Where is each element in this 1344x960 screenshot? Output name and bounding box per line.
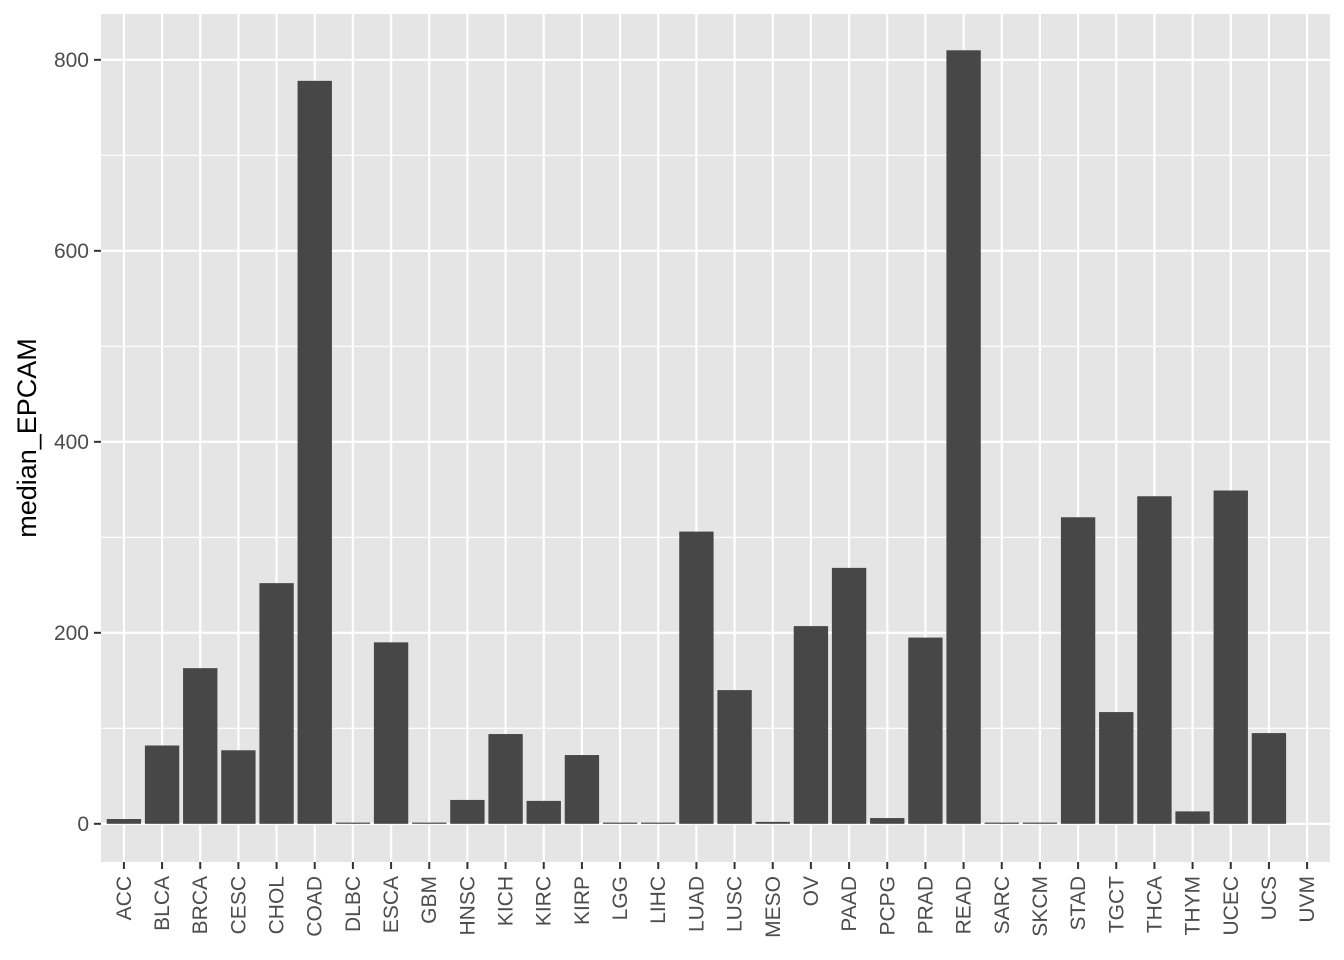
x-tick-label: BRCA	[189, 876, 212, 934]
x-tick-label: LGG	[609, 876, 632, 920]
bar-thca	[1137, 496, 1172, 824]
x-tick-label: CESC	[227, 876, 250, 934]
bar-acc	[106, 819, 142, 824]
bar-kirc	[526, 800, 561, 824]
x-tick-label: UCS	[1258, 876, 1281, 920]
x-tick-label: PAAD	[838, 876, 861, 932]
y-tick-label: 800	[54, 49, 89, 72]
x-tick-label: SARC	[991, 876, 1014, 934]
x-tick-label: SKCM	[1029, 876, 1052, 937]
bar-paad	[831, 567, 867, 824]
bar-ov	[793, 626, 829, 824]
bar-thym	[1175, 811, 1210, 824]
x-axis-ticks: ACC BLCA BRCA CESC CHOL COAD DLBC ESCA GBM HNSC KI…	[113, 862, 1319, 938]
bar-prad	[908, 637, 943, 824]
x-tick-label: BLCA	[151, 876, 174, 931]
bar-luad	[679, 531, 714, 824]
x-tick-label: HNSC	[456, 876, 479, 936]
bar-skcm	[1022, 822, 1058, 824]
bar-chol	[259, 583, 294, 824]
bar-pcpg	[870, 818, 905, 824]
x-tick-label: KIRC	[533, 876, 556, 926]
x-tick-label: OV	[800, 876, 823, 906]
y-tick-label: 600	[54, 240, 89, 263]
bar-meso	[755, 821, 790, 824]
x-tick-label: COAD	[304, 876, 327, 937]
x-tick-label: MESO	[762, 876, 785, 938]
x-tick-label: PRAD	[914, 876, 937, 934]
x-tick-label: LUAD	[685, 876, 708, 932]
bar-coad	[297, 80, 332, 824]
bar-blca	[144, 745, 180, 824]
x-tick-label: LUSC	[724, 876, 747, 932]
bar-esca	[373, 642, 409, 824]
bar-brca	[183, 668, 218, 824]
x-tick-label: PCPG	[876, 876, 899, 936]
bar-ucs	[1251, 733, 1287, 824]
y-axis-title: median_EPCAM	[12, 338, 42, 538]
y-axis-ticks: 0 200 400 600 800	[54, 49, 101, 836]
x-tick-label: ESCA	[380, 876, 403, 933]
bar-lgg	[602, 822, 638, 824]
bar-gbm	[412, 822, 447, 824]
x-tick-label: KICH	[495, 876, 518, 926]
x-tick-label: GBM	[418, 876, 441, 924]
bar-stad	[1060, 517, 1096, 824]
bar-cesc	[221, 750, 256, 824]
bar-dlbc	[335, 822, 371, 824]
bar-lihc	[641, 822, 676, 824]
x-tick-label: THCA	[1143, 876, 1166, 933]
bar-lusc	[717, 690, 752, 824]
y-tick-label: 400	[54, 431, 89, 454]
bar-hnsc	[450, 799, 485, 824]
x-tick-label: UCEC	[1220, 876, 1243, 936]
bar-kich	[488, 734, 523, 824]
bar-kirp	[564, 755, 600, 824]
y-tick-label: 200	[54, 622, 89, 645]
y-tick-label: 0	[77, 813, 89, 836]
x-tick-label: KIRP	[571, 876, 594, 925]
bar-ucec	[1213, 490, 1248, 824]
x-tick-label: CHOL	[266, 876, 289, 934]
x-tick-label: LIHC	[647, 876, 670, 924]
bar-tgct	[1099, 712, 1134, 824]
bar-read	[946, 50, 981, 824]
bars	[106, 50, 1287, 824]
x-tick-label: UVM	[1296, 876, 1319, 923]
x-tick-label: STAD	[1067, 876, 1090, 930]
x-tick-label: TGCT	[1105, 876, 1128, 933]
x-tick-label: DLBC	[342, 876, 365, 932]
x-tick-label: THYM	[1182, 876, 1205, 936]
x-tick-label: READ	[953, 876, 976, 934]
x-tick-label: ACC	[113, 876, 136, 920]
bar-sarc	[984, 822, 1019, 824]
